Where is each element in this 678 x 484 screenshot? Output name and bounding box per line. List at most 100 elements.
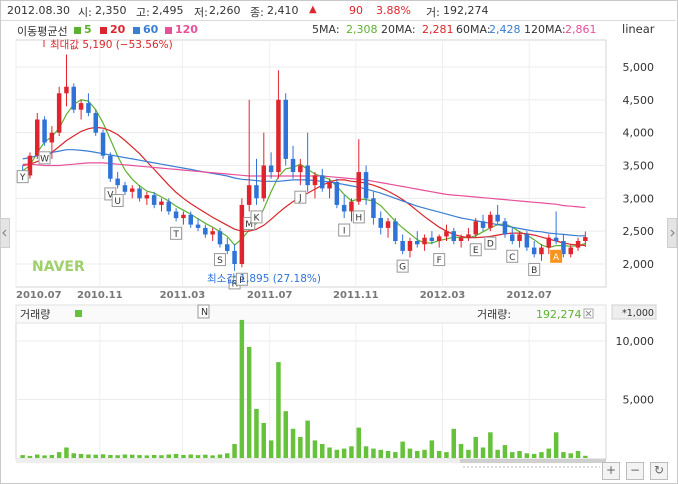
volume-bar [239, 319, 245, 458]
pattern-marker-v[interactable] [104, 187, 117, 201]
volume-bar [480, 447, 486, 458]
ma120-line [22, 162, 586, 209]
candle-body [210, 231, 215, 235]
pattern-marker-j[interactable] [294, 190, 307, 204]
volume-bar [210, 455, 215, 458]
candle-body [480, 221, 486, 228]
volume-bar [115, 455, 120, 458]
volume-bar [553, 432, 559, 458]
pattern-marker-label: P [239, 276, 245, 286]
pattern-marker-label: D [487, 240, 494, 250]
candle-body [35, 119, 40, 156]
pattern-marker-h[interactable] [352, 210, 365, 224]
pattern-marker-p[interactable] [235, 272, 248, 286]
candle-body [100, 132, 106, 156]
pattern-marker-f[interactable] [433, 253, 446, 267]
candle-body [232, 250, 237, 264]
volume-bar [203, 454, 208, 458]
volume-bar [130, 454, 135, 458]
volume-bar [400, 441, 405, 458]
price-tick-label: 4,500 [623, 94, 655, 107]
zoom-in-button[interactable]: + [602, 462, 620, 480]
pattern-marker-c[interactable] [506, 249, 519, 263]
candle-body [356, 172, 361, 202]
pattern-marker-i[interactable] [338, 223, 351, 237]
volume-marker-n[interactable] [197, 304, 210, 319]
volume-bar [20, 455, 25, 458]
candle-body [86, 103, 91, 113]
low-label: 저: [194, 6, 208, 19]
candle-body [546, 237, 551, 248]
candle-body [305, 165, 310, 186]
pattern-marker-label: G [399, 263, 406, 273]
candle-body [144, 195, 150, 199]
pattern-marker-s[interactable] [213, 253, 226, 267]
pattern-marker-y[interactable] [16, 170, 29, 184]
candle-body [254, 185, 259, 199]
quote-bar: 2012.08.30 시: 2,350 고: 2,495 저: 2,260 종:… [1, 1, 676, 21]
candle-body [108, 155, 113, 179]
candle-body [561, 241, 566, 255]
volume-bar [378, 449, 383, 458]
pattern-marker-k[interactable] [250, 210, 263, 224]
scroll-thumb[interactable] [460, 459, 606, 463]
ma60-swatch [133, 27, 140, 34]
candle-body [575, 241, 581, 248]
candle-body [378, 218, 383, 228]
ma120-value-label: 120MA: [524, 23, 566, 36]
refresh-button[interactable]: ↻ [650, 462, 668, 480]
candle-body [71, 86, 76, 110]
pattern-marker-b[interactable] [528, 262, 541, 276]
pattern-marker-label: W [40, 154, 49, 164]
candle-body [115, 178, 120, 186]
volume-bar [173, 453, 179, 458]
pattern-marker-g[interactable] [396, 259, 409, 273]
close-icon [585, 310, 592, 317]
candle-body [385, 221, 391, 228]
pattern-marker-d[interactable] [484, 236, 497, 250]
candle-body [524, 234, 530, 248]
volume-bar [232, 444, 237, 458]
pattern-marker-label: C [509, 253, 515, 263]
volume-bar [334, 449, 340, 458]
scroll-track[interactable] [16, 459, 606, 463]
candle-body [436, 236, 442, 241]
volume-bar [341, 448, 347, 458]
pattern-marker-w[interactable] [38, 151, 51, 165]
pattern-marker-m[interactable] [243, 216, 256, 230]
pattern-marker-e[interactable] [469, 243, 482, 257]
pattern-marker-a[interactable] [550, 249, 563, 263]
volume-bar [407, 448, 413, 458]
price-tick-label: 2,500 [623, 225, 655, 238]
volume-bar [49, 455, 55, 458]
candle-body [517, 234, 522, 241]
volume-bar [254, 408, 259, 458]
scale-mode-toggle[interactable]: linear [622, 22, 655, 36]
volume-bar [93, 454, 98, 458]
scroll-left-tab[interactable] [0, 218, 10, 248]
naver-watermark: NAVER [32, 259, 85, 275]
pattern-marker-label: B [531, 266, 537, 276]
candle-body [159, 201, 164, 205]
high-value: 2,495 [152, 4, 184, 17]
pattern-marker-u[interactable] [111, 193, 124, 207]
volume-bar [422, 449, 427, 458]
volume-legend-label: 거래량: [477, 308, 511, 321]
volume-bar [78, 453, 84, 458]
date-tick-label: 2011.07 [247, 290, 293, 301]
candle-body [539, 247, 544, 255]
volume-panel-header [15, 304, 607, 324]
volume-bar [217, 454, 223, 458]
volume-panel-title: 거래량 [20, 308, 50, 321]
pattern-marker-label: V [107, 190, 114, 200]
volume-multiplier: *1,000 [622, 308, 654, 319]
scroll-right-tab[interactable] [667, 218, 677, 248]
candle-body [261, 165, 266, 199]
date-tick-label: 2012.07 [506, 290, 552, 301]
pattern-marker-t[interactable] [170, 226, 183, 240]
volume-bar [137, 455, 142, 458]
volume-bar [466, 449, 471, 458]
zoom-out-button[interactable]: − [626, 462, 644, 480]
volume-bar [290, 428, 296, 459]
